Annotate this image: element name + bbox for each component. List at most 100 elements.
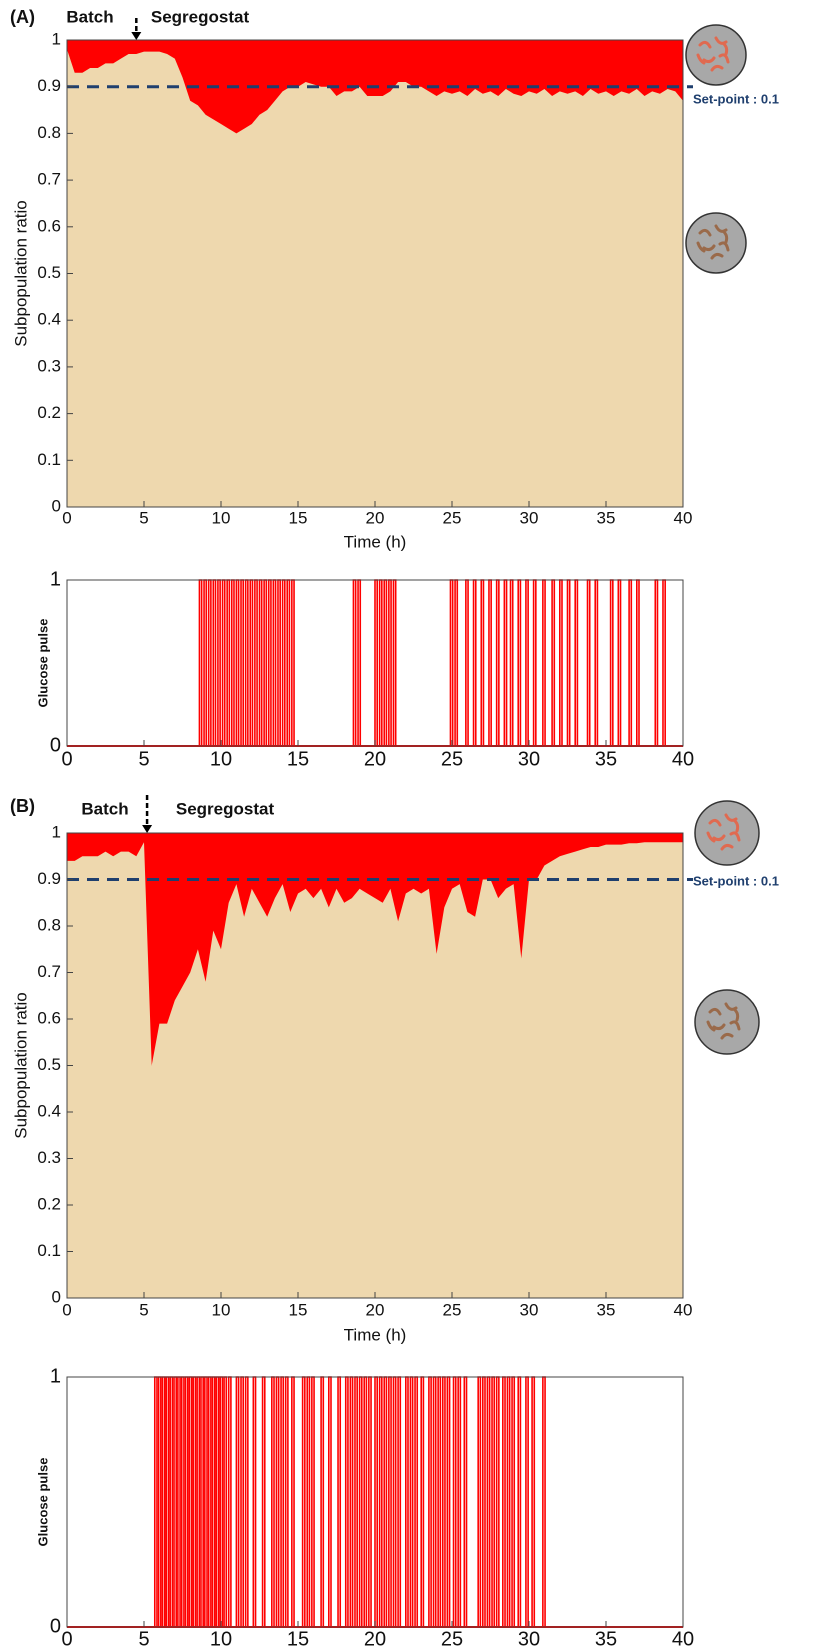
glucose-pulse	[252, 1376, 257, 1627]
glucose-pulse	[261, 1376, 266, 1627]
glucose-pulse	[352, 579, 357, 746]
glucose-pulse	[506, 1376, 511, 1627]
y-tick-label: 0.1	[37, 1241, 61, 1260]
cell-icon	[685, 212, 747, 274]
glucose-pulse	[280, 1376, 285, 1627]
x-tick-label: 35	[597, 1300, 616, 1319]
glucose-pulse	[219, 1376, 224, 1627]
glucose-pulse	[437, 1376, 442, 1627]
y-tick-label: 0.7	[37, 962, 61, 981]
y-tick-label: 0	[52, 496, 61, 515]
x-tick-label: 15	[289, 1300, 308, 1319]
segregostat-label: Segregostat	[151, 7, 250, 26]
glucose-pulse	[196, 1376, 201, 1627]
glucose-pulse	[358, 1376, 363, 1627]
x-tick-label: 20	[364, 1628, 386, 1650]
x-tick-label: 5	[138, 748, 149, 770]
glucose-pulse	[517, 579, 522, 746]
y-tick-label: 1	[52, 822, 61, 841]
glucose-pulse	[277, 579, 281, 746]
glucose-pulse	[291, 1376, 295, 1627]
glucose-pulse	[392, 1376, 397, 1627]
glucose-pulse	[477, 1376, 482, 1627]
x-axis-label: Time (h)	[344, 532, 407, 551]
x-tick-label: 0	[62, 508, 71, 527]
glucose-pulse	[566, 579, 571, 746]
x-tick-label: 40	[674, 508, 693, 527]
glucose-pulse	[420, 1376, 425, 1627]
glucose-pulse	[482, 1376, 486, 1627]
glucose-pulse	[235, 1376, 240, 1627]
y-tick-label: 0.9	[37, 869, 61, 888]
x-tick-label: 10	[210, 1628, 232, 1650]
glucose-pulse	[291, 579, 295, 746]
glucose-pulse	[184, 1376, 189, 1627]
glucose-pulse	[207, 579, 212, 746]
glucose-pulse	[153, 1376, 158, 1627]
y-tick-label: 0.3	[37, 356, 61, 375]
y-tick-label: 0.9	[37, 76, 61, 95]
cell-shapes	[706, 1002, 741, 1040]
glucose-pulse	[378, 1376, 383, 1627]
x-tick-label: 30	[520, 508, 539, 527]
glucose-pulse	[306, 1376, 311, 1627]
glucose-pulse	[654, 579, 659, 746]
glucose-pulse	[446, 1376, 451, 1627]
glucose-pulse	[286, 579, 291, 746]
glucose-pulse	[258, 579, 263, 746]
glucose-pulse	[586, 579, 591, 746]
batch-label: Batch	[81, 799, 128, 818]
glucose-pulse	[532, 579, 537, 746]
glucose-pulse	[177, 1376, 181, 1627]
glucose-pulse	[165, 1376, 170, 1627]
x-tick-label: 5	[138, 1628, 149, 1650]
switch-arrowhead	[142, 825, 153, 833]
y-tick-label: 0.3	[37, 1148, 61, 1167]
glucose-pulse	[559, 579, 563, 746]
glucose-pulse	[374, 579, 378, 746]
y-tick-label: 1	[50, 1365, 61, 1387]
x-tick-label: 10	[212, 508, 231, 527]
y-tick-label: 0.7	[37, 170, 61, 189]
x-tick-label: 40	[672, 1628, 694, 1650]
glucose-pulse	[463, 1376, 468, 1627]
y-tick-label: 0.1	[37, 450, 61, 469]
glucose-pulse	[509, 579, 514, 746]
cell-icon	[694, 800, 760, 866]
glucose-pulse	[480, 579, 485, 746]
y-tick-label: 0.6	[37, 1008, 61, 1027]
glucose-pulse	[495, 579, 500, 746]
y-tick-label: 0.5	[37, 263, 61, 282]
glucose-pulse	[230, 579, 235, 746]
cell-shapes	[696, 36, 730, 72]
glucose-pulse	[320, 1376, 325, 1627]
y-tick-label: 1	[50, 568, 61, 590]
glucose-pulse	[244, 1376, 249, 1627]
glucose-pulse	[392, 579, 397, 746]
y-tick-label: 0	[50, 734, 61, 756]
y-tick-label: 0.8	[37, 915, 61, 934]
glucose-pulse	[207, 1376, 212, 1627]
glucose-pulse	[502, 1376, 506, 1627]
glucose-pulse	[198, 579, 203, 746]
segregostat-label: Segregostat	[176, 799, 275, 818]
glucose-pulse	[374, 1376, 378, 1627]
glucose-pulse	[344, 1376, 349, 1627]
glucose-pulse	[217, 579, 221, 746]
cell-icon-red	[685, 24, 747, 86]
glucose-pulse	[328, 1376, 332, 1627]
glucose-pulse	[200, 1376, 204, 1627]
x-tick-label: 35	[597, 508, 616, 527]
glucose-pulse	[227, 1376, 232, 1627]
glucose-pulse	[284, 1376, 289, 1627]
x-tick-label: 40	[674, 1300, 693, 1319]
y-tick-label: 0.4	[37, 1101, 61, 1120]
x-tick-label: 0	[62, 1300, 71, 1319]
batch-label: Batch	[66, 7, 113, 26]
glucose-pulse	[188, 1376, 193, 1627]
glucose-pulse	[397, 1376, 402, 1627]
glucose-pulse	[357, 579, 362, 746]
glucose-pulse	[405, 1376, 409, 1627]
glucose-pulse	[368, 1376, 372, 1627]
